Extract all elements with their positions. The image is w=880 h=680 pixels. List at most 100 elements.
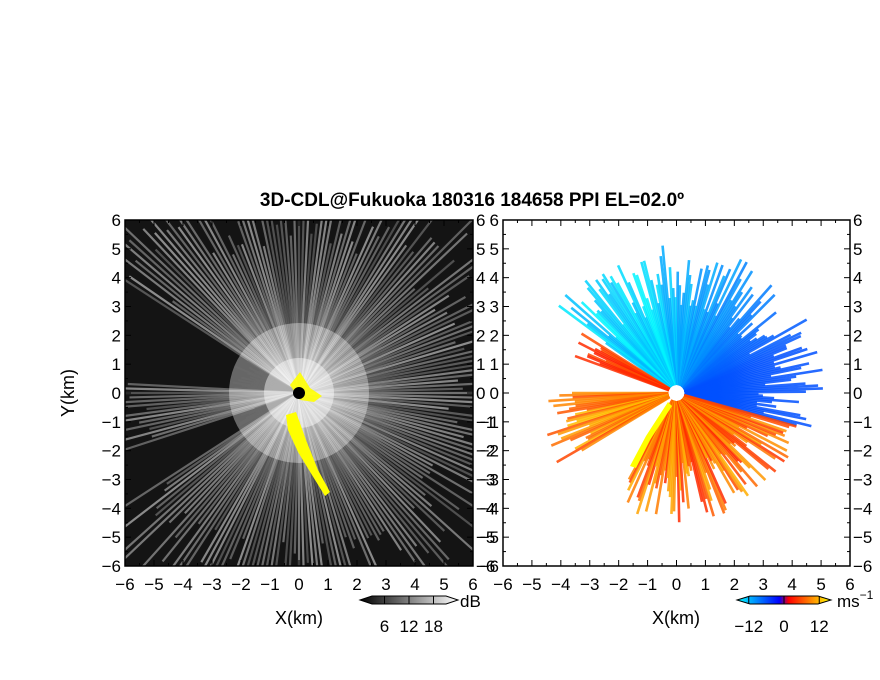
right-colorbar-tick-label: −12 (734, 617, 763, 636)
right-x-tick-label: −4 (551, 575, 570, 594)
left-colorbar-tick-label: 12 (400, 617, 419, 636)
right-y-tick-label-right: −2 (853, 442, 872, 461)
echo-ray (178, 220, 300, 394)
echo-ray (298, 391, 473, 399)
left-y-tick-label: 2 (112, 326, 121, 345)
left-y-tick-label-right: −1 (476, 413, 495, 432)
echo-ray (141, 392, 300, 566)
right-colorbar-tick-label: 0 (779, 617, 788, 636)
left-colorbar-tick-label: 6 (380, 617, 389, 636)
right-x-tick-label: −6 (493, 575, 512, 594)
echo-ray (298, 392, 427, 566)
right-x-axis: −6 −5 −4 −3 −2 −1 0 1 2 3 4 5 6 (493, 220, 855, 594)
left-y-tick-label-right: −6 (476, 557, 495, 576)
chart-title: 3D-CDL@Fukuoka 180316 184658 PPI EL=02.0… (260, 190, 684, 211)
echo-ray (298, 391, 473, 467)
echo-ray (298, 330, 473, 395)
right-x-tick-label: −1 (638, 575, 657, 594)
right-y-tick-label: −4 (480, 499, 499, 518)
left-echo-field (125, 220, 473, 566)
right-y-tick-label-right: 1 (853, 355, 862, 374)
left-y-tick-label: −3 (102, 471, 121, 490)
echo-ray (298, 220, 420, 394)
left-x-tick-label: 6 (468, 575, 477, 594)
left-x-tick-label: −2 (231, 575, 250, 594)
echo-ray (164, 220, 300, 394)
left-y-tick-label-right: 3 (476, 298, 485, 317)
right-x-tick-label: −2 (609, 575, 628, 594)
right-y-tick-label-right: 6 (853, 211, 862, 230)
right-y-tick-label: −1 (480, 413, 499, 432)
right-y-tick-label: −3 (480, 471, 499, 490)
right-y-tick-label: −6 (480, 557, 499, 576)
yellow-band (286, 412, 330, 496)
right-colorbar-label: ms−1 (837, 588, 874, 611)
right-y-tick-label-right: −5 (853, 528, 872, 547)
echo-ray (298, 391, 473, 451)
left-y-tick-label-right: −4 (476, 499, 495, 518)
left-y-tick-label: −2 (102, 442, 121, 461)
left-x-tick-label: 5 (439, 575, 448, 594)
right-y-tick-label-right: −4 (853, 499, 872, 518)
right-y-tick-label-right: 3 (853, 298, 862, 317)
left-radar-center (293, 387, 305, 399)
left-colorbar-ticks: 6 12 18 (380, 596, 443, 636)
right-y-tick-label-right: −3 (853, 471, 872, 490)
left-x-tick-label: −4 (173, 575, 192, 594)
right-y-tick-label: 6 (490, 211, 499, 230)
echo-ray (297, 220, 342, 394)
left-y-tick-label: 0 (112, 384, 121, 403)
echo-ray (220, 392, 301, 566)
right-x-tick-label: −3 (580, 575, 599, 594)
left-y-tick-label-right: 6 (476, 211, 485, 230)
right-y-tick-label-right: 4 (853, 269, 862, 288)
velocity-yellow-streak (630, 402, 672, 468)
left-x-tick-label: −3 (202, 575, 221, 594)
right-colorbar-ticks: −12 0 12 (734, 596, 829, 636)
left-y-tick-label: 4 (112, 269, 121, 288)
left-y-tick-label: 5 (112, 240, 121, 259)
left-y-tick-label: 1 (112, 355, 121, 374)
right-colorbar-tick-label: 12 (810, 617, 829, 636)
right-y-tick-label: −5 (480, 528, 499, 547)
left-x-axis-label: X(km) (275, 608, 323, 628)
left-x-tick-label: 0 (294, 575, 303, 594)
left-y-tick-label: −1 (102, 413, 121, 432)
right-radar-center (669, 386, 684, 400)
left-y-tick-label-right: −5 (476, 528, 495, 547)
left-y-tick-label-right: 1 (476, 355, 485, 374)
velocity-ray (581, 396, 671, 452)
right-y-tick-label: 4 (490, 269, 499, 288)
left-y-tick-label-right: 5 (476, 240, 485, 259)
right-x-tick-label: 1 (701, 575, 710, 594)
left-x-tick-label: −1 (260, 575, 279, 594)
left-y-tick-label: 6 (112, 211, 121, 230)
left-colorbar-label: dB (460, 592, 481, 611)
left-y-tick-label: −5 (102, 528, 121, 547)
right-velocity-field (546, 245, 823, 523)
right-colorbar: −12 0 12 ms−1 (734, 588, 873, 636)
left-x-tick-label: 2 (352, 575, 361, 594)
left-y-tick-label-right: 0 (476, 384, 485, 403)
right-y-tick-label: −2 (480, 442, 499, 461)
panel-right: −6 −5 −4 −3 −2 −1 0 1 2 3 4 5 6 6 65 54 43 32 21 10 0−1 −1−2… (480, 211, 874, 636)
left-y-tick-label: 3 (112, 298, 121, 317)
left-x-axis: −6 −5 −4 −3 −2 −1 0 1 2 3 4 5 6 (115, 220, 478, 594)
right-y-tick-label-right: 2 (853, 326, 862, 345)
echo-ray (298, 391, 473, 456)
right-x-tick-label: 5 (816, 575, 825, 594)
echo-ray (298, 220, 473, 394)
left-y-tick-label-right: −3 (476, 471, 495, 490)
right-y-tick-label-right: 0 (853, 384, 862, 403)
right-x-tick-label: 0 (672, 575, 681, 594)
right-y-tick-label: 3 (490, 298, 499, 317)
left-y-tick-label: −4 (102, 499, 121, 518)
right-x-tick-label: 2 (730, 575, 739, 594)
velocity-ray (574, 354, 670, 392)
left-x-tick-label: 3 (381, 575, 390, 594)
left-x-tick-label: 4 (410, 575, 419, 594)
right-y-axis: 6 6 5 5 4 4 3 3 2 2 1 1 0 0 −1 −1 −2 −2 −3 −3 −4 −4 −5 −5 −6 −6 (480, 211, 873, 576)
left-y-tick-label-right: −2 (476, 442, 495, 461)
right-x-tick-label: 4 (787, 575, 796, 594)
